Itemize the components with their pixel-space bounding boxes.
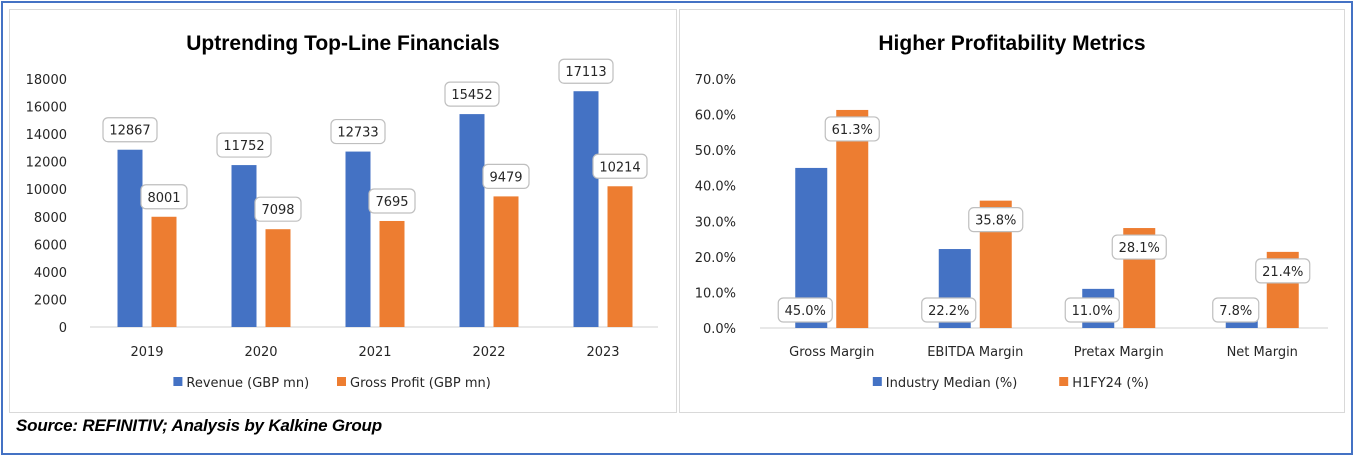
data-label-box bbox=[968, 207, 1024, 233]
data-label-box bbox=[777, 297, 833, 323]
x-tick-label: 2020 bbox=[244, 345, 277, 360]
data-label-box bbox=[558, 58, 614, 84]
data-label-box bbox=[1212, 297, 1260, 323]
legend-swatch-series2 bbox=[337, 377, 346, 386]
chart-title: Uptrending Top-Line Financials bbox=[186, 32, 499, 55]
bar-series2 bbox=[493, 196, 519, 327]
y-tick-label: 10.0% bbox=[695, 286, 736, 301]
data-label-box bbox=[482, 163, 530, 190]
bar-series2 bbox=[151, 216, 177, 327]
data-label: 9479 bbox=[489, 170, 522, 185]
y-tick-label: 4000 bbox=[34, 266, 67, 281]
y-tick-label: 40.0% bbox=[695, 180, 736, 195]
y-tick-label: 60.0% bbox=[695, 109, 736, 124]
data-label-box bbox=[444, 81, 500, 107]
y-tick-label: 30.0% bbox=[695, 215, 736, 230]
data-label: 7098 bbox=[261, 203, 294, 218]
data-label: 15452 bbox=[451, 88, 492, 103]
data-label: 7.8% bbox=[1219, 304, 1252, 319]
y-tick-label: 8000 bbox=[34, 211, 67, 226]
data-label: 12867 bbox=[109, 124, 150, 139]
chart-title: Higher Profitability Metrics bbox=[878, 32, 1145, 55]
source-note: Source: REFINITIV; Analysis by Kalkine G… bbox=[16, 416, 382, 435]
data-label-box bbox=[102, 117, 158, 143]
y-tick-label: 50.0% bbox=[695, 144, 736, 159]
chart-panel-top-line: Uptrending Top-Line Financials 0 2000 4000 6… bbox=[9, 9, 677, 413]
legend-label: H1FY24 (%) bbox=[1072, 376, 1149, 391]
data-label: 11.0% bbox=[1072, 304, 1113, 319]
chart-profitability-metrics: Higher Profitability Metrics 0.0% 10.0% 20.… bbox=[695, 32, 1328, 391]
y-tick-label: 10000 bbox=[26, 183, 67, 198]
y-tick-label: 18000 bbox=[26, 73, 67, 88]
data-label: 17113 bbox=[565, 65, 606, 80]
x-tick-label: 2022 bbox=[472, 345, 505, 360]
legend-swatch-series1 bbox=[872, 377, 882, 386]
data-label-box bbox=[592, 153, 648, 179]
x-tick-label: EBITDA Margin bbox=[927, 345, 1023, 360]
bar-series2 bbox=[607, 186, 633, 327]
bar-series2 bbox=[836, 109, 869, 328]
bar-series1 bbox=[117, 149, 143, 327]
data-label: 8001 bbox=[147, 191, 180, 206]
legend-swatch-series2 bbox=[1059, 377, 1069, 386]
data-label-box bbox=[1255, 258, 1311, 284]
data-label: 61.3% bbox=[832, 123, 873, 138]
data-label-box bbox=[216, 132, 272, 158]
data-label-box bbox=[1064, 297, 1120, 323]
y-tick-label: 2000 bbox=[34, 293, 67, 308]
data-label: 21.4% bbox=[1262, 265, 1303, 280]
chart-top-line-financials: Uptrending Top-Line Financials 0 2000 4000 6… bbox=[26, 32, 658, 391]
data-label: 28.1% bbox=[1119, 241, 1160, 256]
data-label: 12733 bbox=[337, 126, 378, 141]
y-tick-label: 70.0% bbox=[695, 73, 736, 88]
y-tick-label: 12000 bbox=[26, 156, 67, 171]
bar-series2 bbox=[379, 220, 405, 327]
data-label-box bbox=[921, 297, 977, 323]
chart-panel-profitability: Higher Profitability Metrics 0.0% 10.0% 20.… bbox=[679, 9, 1345, 413]
legend-swatch-series1 bbox=[173, 377, 183, 386]
data-label-box bbox=[254, 196, 302, 222]
data-label: 10214 bbox=[599, 160, 640, 175]
data-label-box bbox=[1111, 234, 1167, 260]
y-tick-label: 0 bbox=[59, 321, 67, 336]
bar-series1 bbox=[345, 151, 371, 327]
data-label-box bbox=[824, 116, 880, 142]
legend-label: Industry Median (%) bbox=[886, 376, 1018, 391]
data-label: 11752 bbox=[223, 139, 264, 154]
y-tick-label: 20.0% bbox=[695, 251, 736, 266]
x-tick-label: 2021 bbox=[358, 345, 391, 360]
bar-series1 bbox=[459, 114, 485, 327]
legend-label: Gross Profit (GBP mn) bbox=[350, 376, 491, 391]
legend-label: Revenue (GBP mn) bbox=[186, 376, 309, 391]
data-label-box bbox=[330, 118, 386, 145]
data-label: 35.8% bbox=[975, 214, 1016, 229]
x-tick-label: Gross Margin bbox=[789, 345, 874, 360]
bar-series1 bbox=[573, 91, 599, 327]
data-label: 45.0% bbox=[785, 304, 826, 319]
data-label-box bbox=[368, 188, 416, 214]
x-tick-label: Pretax Margin bbox=[1074, 345, 1164, 360]
data-label: 7695 bbox=[375, 195, 408, 210]
y-tick-label: 0.0% bbox=[703, 322, 736, 337]
x-tick-label: 2019 bbox=[130, 345, 163, 360]
y-tick-label: 16000 bbox=[26, 101, 67, 116]
bar-series1 bbox=[231, 165, 257, 327]
x-tick-label: 2023 bbox=[586, 345, 619, 360]
x-tick-label: Net Margin bbox=[1227, 345, 1298, 360]
y-tick-label: 14000 bbox=[26, 128, 67, 143]
bar-series2 bbox=[265, 229, 291, 327]
data-label: 22.2% bbox=[928, 304, 969, 319]
data-label-box bbox=[140, 184, 188, 210]
y-tick-label: 6000 bbox=[34, 238, 67, 253]
